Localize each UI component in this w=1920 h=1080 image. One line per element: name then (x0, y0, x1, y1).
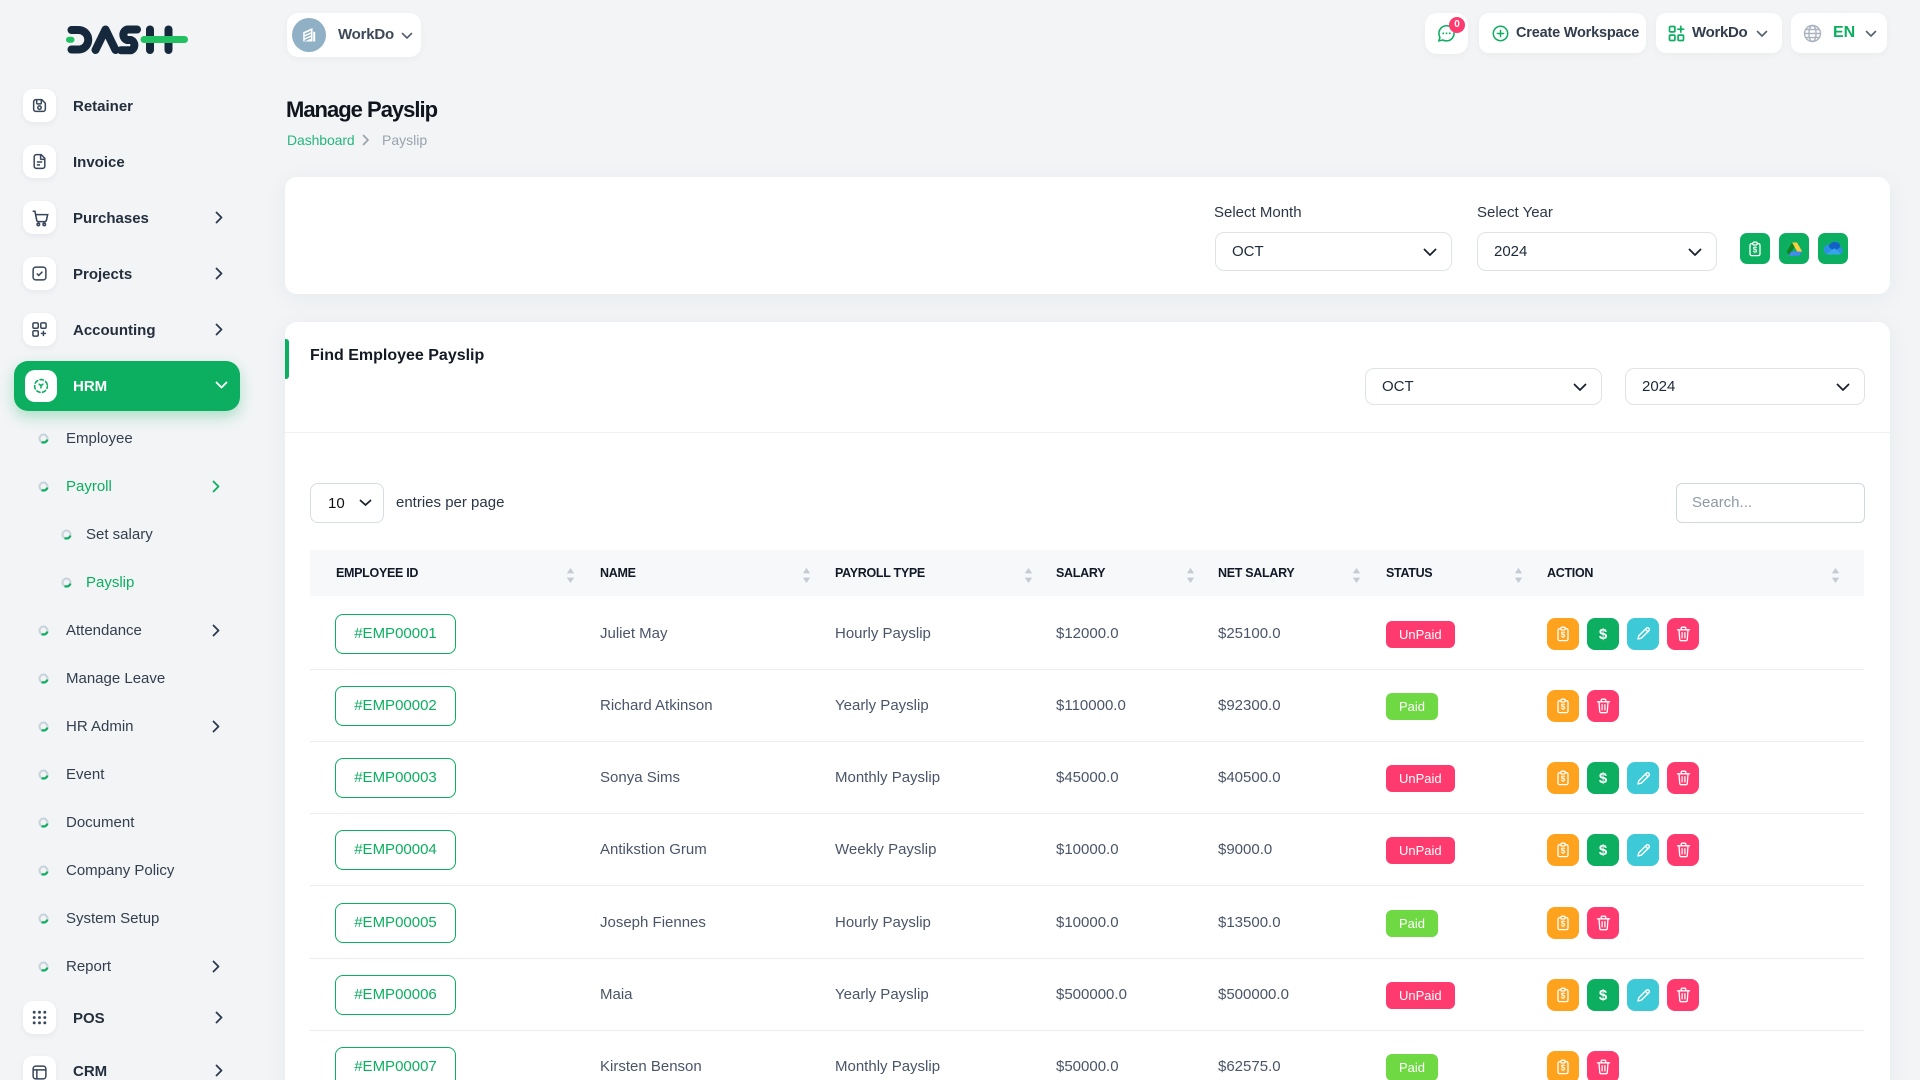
svg-text:$: $ (1599, 770, 1608, 787)
svg-text:$: $ (1561, 702, 1566, 711)
svg-text:$: $ (1599, 842, 1608, 859)
svg-text:$: $ (1561, 992, 1566, 1001)
svg-text:$: $ (1561, 630, 1566, 639)
svg-text:$: $ (1561, 847, 1566, 856)
svg-text:$: $ (1561, 775, 1566, 784)
svg-text:$: $ (1599, 987, 1608, 1004)
svg-text:$: $ (1561, 919, 1566, 928)
svg-text:$: $ (1599, 626, 1608, 643)
svg-text:$: $ (1753, 245, 1758, 254)
svg-text:$: $ (1561, 1064, 1566, 1073)
